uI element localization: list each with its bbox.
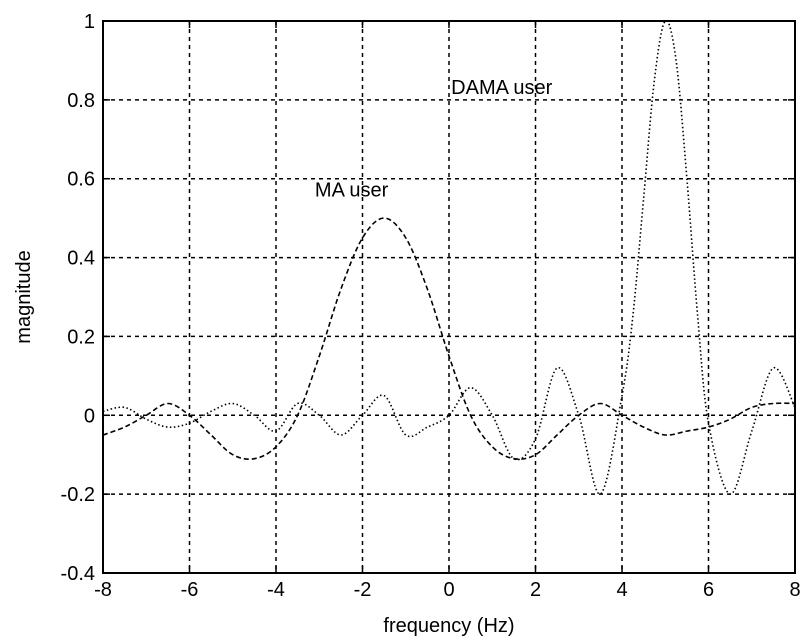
x-tick-labels: -8 -6 -4 -2 0 2 4 6 8	[94, 579, 800, 601]
x-tick-label: 6	[703, 579, 714, 601]
y-tick-label: 0.8	[67, 90, 95, 112]
series-group	[102, 19, 796, 495]
x-tick-label: -4	[267, 579, 285, 601]
y-tick-label: 0	[84, 405, 95, 427]
x-axis-label: frequency (Hz)	[383, 615, 514, 637]
x-tick-label: -2	[354, 579, 372, 601]
y-tick-label: -0.4	[61, 563, 95, 585]
annotation-label: MA user	[315, 179, 389, 201]
annotations: MA user DAMA user	[315, 77, 553, 202]
grid-lines	[103, 21, 795, 573]
x-tick-label: 2	[530, 579, 541, 601]
annotation-label: DAMA user	[451, 77, 552, 99]
y-tick-label: 0.4	[67, 248, 95, 270]
x-tick-label: 4	[616, 579, 627, 601]
series-line-2	[102, 19, 796, 495]
y-tick-label: 1	[84, 11, 95, 33]
x-tick-label: -8	[94, 579, 112, 601]
y-tick-label: 0.2	[67, 326, 95, 348]
y-axis-label: magnitude	[13, 250, 35, 343]
tick-marks	[102, 20, 796, 574]
y-tick-label: -0.2	[61, 484, 95, 506]
x-tick-label: 0	[443, 579, 454, 601]
x-tick-label: 8	[789, 579, 800, 601]
x-tick-label: -6	[181, 579, 199, 601]
series-line-1	[102, 217, 796, 460]
y-tick-labels: -0.4 -0.2 0 0.2 0.4 0.6 0.8 1	[61, 11, 95, 585]
y-tick-label: 0.6	[67, 169, 95, 191]
